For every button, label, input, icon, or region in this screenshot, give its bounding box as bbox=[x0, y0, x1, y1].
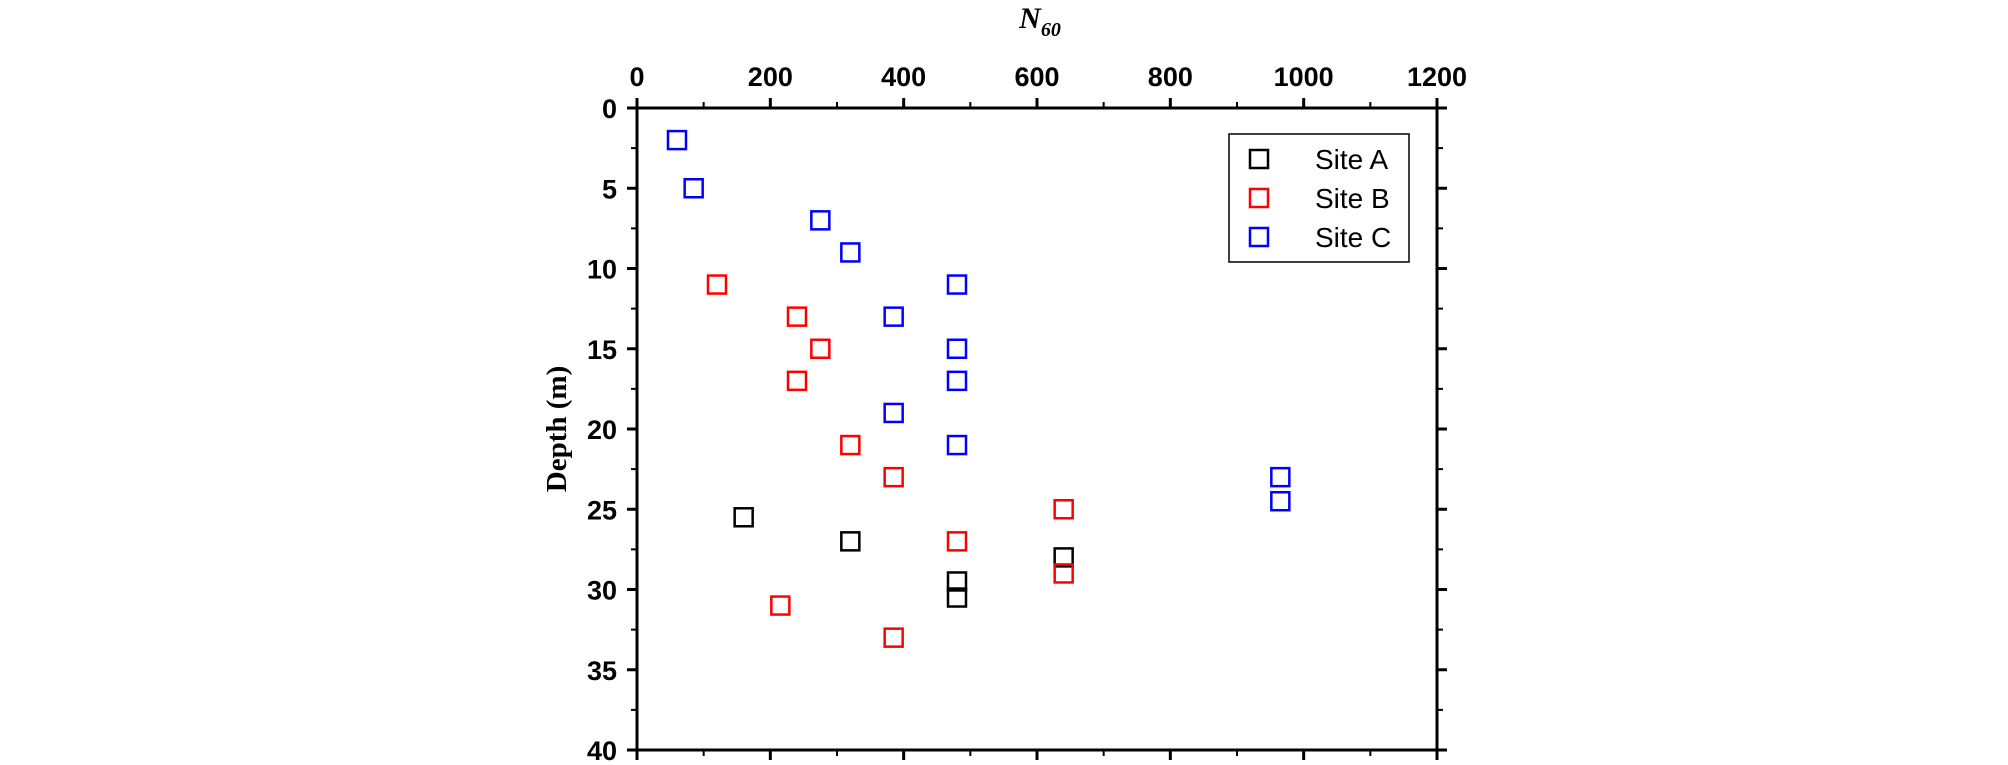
data-point bbox=[666, 129, 688, 151]
y-tick-label: 35 bbox=[587, 656, 617, 686]
legend-marker bbox=[1248, 148, 1270, 170]
data-point bbox=[1053, 547, 1074, 568]
data-point bbox=[1270, 466, 1291, 488]
data-point bbox=[1053, 563, 1074, 584]
legend-marker bbox=[1248, 187, 1270, 209]
legend-marker bbox=[1248, 226, 1270, 248]
data-point bbox=[840, 531, 861, 552]
legend: Site A Site B Site C bbox=[1228, 133, 1410, 263]
legend-label: Site C bbox=[1315, 222, 1391, 253]
x-tick-label: 1000 bbox=[1274, 62, 1334, 92]
y-tick-label: 15 bbox=[587, 335, 617, 365]
data-point bbox=[946, 434, 968, 456]
data-point bbox=[883, 627, 904, 648]
data-point bbox=[946, 370, 968, 392]
y-tick-label: 40 bbox=[587, 736, 617, 765]
axes: 0 200 400 600 800 1000 1200 0 5 10 15 20 25 30 35 40 N60… bbox=[541, 2, 1467, 765]
data-point bbox=[840, 242, 861, 263]
y-tick-label: 5 bbox=[602, 174, 617, 204]
data-point bbox=[786, 370, 808, 392]
x-tick-label: 400 bbox=[881, 62, 926, 92]
y-axis-title: Depth (m) bbox=[541, 366, 573, 492]
y-tick-label: 10 bbox=[587, 255, 617, 285]
y-tick-label: 0 bbox=[602, 94, 617, 124]
data-point bbox=[946, 571, 968, 592]
x-tick-label: 600 bbox=[1014, 62, 1059, 92]
data-points bbox=[666, 129, 1291, 648]
data-point bbox=[840, 434, 861, 456]
legend-label: Site A bbox=[1315, 144, 1388, 175]
x-axis-title-subscript: 60 bbox=[1041, 19, 1061, 41]
data-point bbox=[946, 531, 968, 552]
data-point bbox=[810, 338, 831, 359]
data-point bbox=[1053, 499, 1074, 520]
series-site-a bbox=[733, 507, 1074, 608]
data-point bbox=[946, 274, 968, 295]
y-tick-label: 30 bbox=[587, 576, 617, 606]
data-point bbox=[810, 210, 831, 231]
x-tick-label: 200 bbox=[748, 62, 793, 92]
data-point bbox=[946, 587, 968, 608]
legend-box bbox=[1228, 133, 1410, 263]
data-point bbox=[883, 466, 904, 488]
data-point bbox=[683, 178, 704, 199]
data-point bbox=[786, 306, 808, 327]
data-point bbox=[883, 306, 904, 327]
data-point bbox=[946, 338, 968, 359]
y-tick-label: 25 bbox=[587, 495, 617, 525]
data-point bbox=[733, 507, 754, 528]
x-axis-title-main: N bbox=[1018, 2, 1042, 35]
legend-label: Site B bbox=[1315, 183, 1390, 214]
x-tick-label: 800 bbox=[1148, 62, 1193, 92]
data-point bbox=[1270, 490, 1291, 512]
y-tick-label: 20 bbox=[587, 415, 617, 445]
data-point bbox=[770, 595, 791, 616]
data-point bbox=[706, 274, 728, 295]
series-site-c bbox=[666, 129, 1291, 512]
series-site-b bbox=[706, 274, 1074, 648]
x-tick-label: 1200 bbox=[1407, 62, 1467, 92]
x-axis-title: N60 bbox=[1018, 2, 1061, 41]
data-point bbox=[883, 402, 904, 424]
x-tick-label: 0 bbox=[629, 62, 644, 92]
